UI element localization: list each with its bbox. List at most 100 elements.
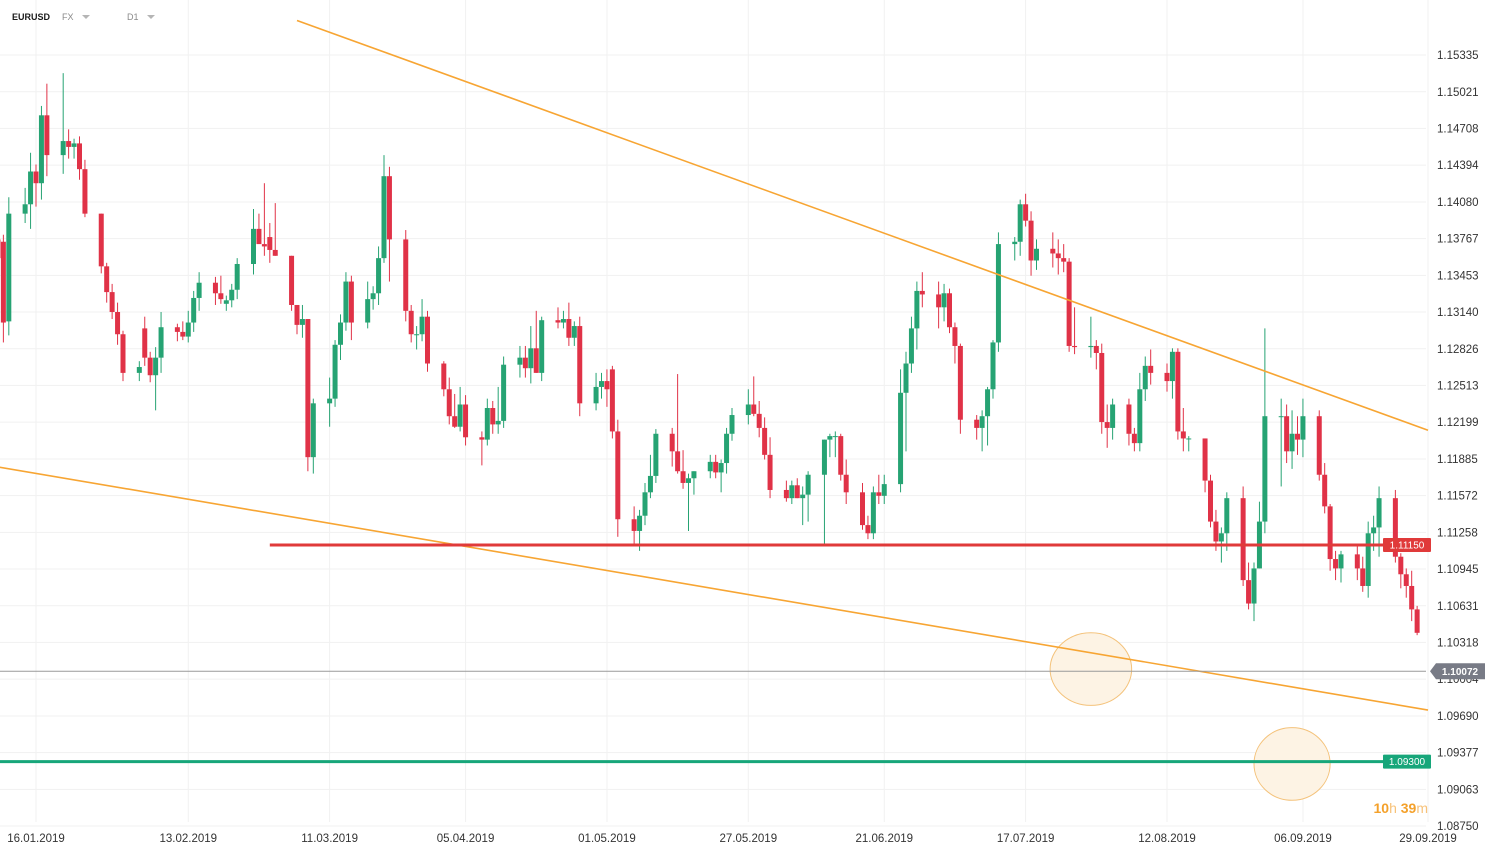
candle-body (653, 433, 659, 476)
candle-countdown: 10h 39m (1373, 800, 1428, 816)
candle-body (533, 348, 539, 373)
candle-body (539, 320, 545, 373)
candle-body (1327, 506, 1333, 560)
candle-bearish (783, 480, 789, 502)
candle-body (908, 328, 914, 364)
candle-body (109, 292, 115, 312)
candle-body (615, 431, 621, 520)
candle-body (22, 204, 28, 214)
candle-bearish (490, 400, 496, 434)
candle-bullish (71, 138, 77, 159)
candle-bullish (800, 486, 806, 526)
candle-body (1295, 433, 1300, 440)
instrument-selector[interactable]: EURUSD FX (12, 12, 90, 22)
candle-bearish (403, 230, 409, 322)
candle-body (903, 363, 909, 393)
candle-bearish (1409, 570, 1415, 622)
candle-bearish (66, 129, 72, 159)
candle-bearish (609, 365, 615, 439)
candle-body (686, 478, 691, 483)
candle-body (843, 474, 849, 493)
countdown-minutes: 39 (1400, 800, 1417, 816)
candle-bearish (669, 427, 675, 467)
price-axis[interactable]: 1.15335 1.15021 1.14708 1.14394 1.14080 1.137… (1437, 50, 1479, 833)
candle-body (408, 310, 414, 335)
price-tick-label: 1.12513 (1437, 380, 1479, 392)
candle-body (495, 420, 501, 425)
candle-bearish (212, 276, 218, 305)
candle-body (419, 316, 425, 335)
candle-bearish (1126, 398, 1132, 446)
candle-body (1360, 568, 1366, 586)
candle-bearish (522, 345, 528, 378)
support-price-tag: 1.09300 (1383, 754, 1431, 769)
candle-bullish (1012, 237, 1018, 261)
candle-bullish (158, 312, 164, 373)
candle-body (1066, 261, 1072, 346)
candle-body (310, 403, 316, 458)
candle-body (876, 492, 882, 496)
candle-body (136, 367, 142, 373)
candle-body (881, 484, 887, 496)
candle-bearish (860, 482, 865, 530)
price-tick-label: 1.13453 (1437, 270, 1479, 282)
trendline-upper[interactable] (296, 19, 1429, 432)
horizontal-levels[interactable] (0, 543, 1426, 764)
candle-body (272, 249, 278, 256)
candle-body (985, 389, 991, 417)
candle-bullish (990, 340, 996, 399)
candle-bullish (136, 361, 142, 382)
candle-bearish (1403, 568, 1409, 598)
candle-body (33, 171, 39, 184)
candle-bearish (44, 83, 50, 177)
candle-bullish (376, 246, 382, 305)
candle-body (1186, 438, 1192, 440)
date-tick-label: 21.06.2019 (855, 833, 913, 845)
candle-bullish (1256, 501, 1262, 569)
date-tick-label: 12.08.2019 (1138, 833, 1196, 845)
candle-body (604, 381, 610, 390)
candle-body (675, 451, 681, 472)
candle-body (669, 433, 675, 452)
candle-bullish (1034, 239, 1039, 270)
trendline-lower[interactable] (0, 460, 1429, 711)
candle-bullish (370, 286, 376, 310)
date-tick-label: 11.03.2019 (301, 833, 358, 845)
candle-body (838, 436, 844, 475)
candle-bullish (38, 105, 44, 200)
candle-body (1110, 404, 1116, 428)
candle-bearish (919, 272, 925, 308)
candle-bearish (142, 316, 148, 366)
candle-body (1338, 554, 1344, 569)
candle-bullish (1338, 550, 1344, 583)
candle-body (1289, 433, 1295, 452)
candle-bullish (821, 439, 827, 545)
candle-bullish (1186, 436, 1192, 452)
candle-body (577, 326, 583, 404)
candle-body (528, 348, 534, 369)
candle-bearish (675, 374, 681, 474)
candle-bullish (414, 326, 420, 350)
candle-body (1023, 204, 1029, 221)
candle-body (1246, 580, 1252, 604)
time-axis[interactable]: 16.01.2019 13.02.2019 11.03.2019 05.04.2019… (7, 833, 1457, 845)
candle-body (1099, 352, 1105, 423)
candle-bullish (343, 272, 349, 331)
candle-body (180, 331, 186, 337)
trendlines[interactable] (0, 19, 1429, 711)
candle-bullish (1224, 492, 1230, 551)
candle-body (484, 408, 490, 440)
candle-bullish (229, 283, 235, 308)
support-price-tag-text: 1.09300 (1389, 757, 1426, 768)
price-tick-label: 1.09690 (1437, 711, 1479, 723)
timeframe-selector[interactable]: D1 (127, 12, 155, 22)
candle-body (115, 312, 121, 335)
candle-bearish (294, 304, 300, 335)
candle-bullish (517, 345, 523, 378)
candle-bullish (327, 377, 333, 427)
candle-body (365, 299, 371, 323)
candle-bullish (571, 321, 577, 346)
candle-bearish (1354, 544, 1360, 581)
candle-bearish (77, 136, 82, 180)
